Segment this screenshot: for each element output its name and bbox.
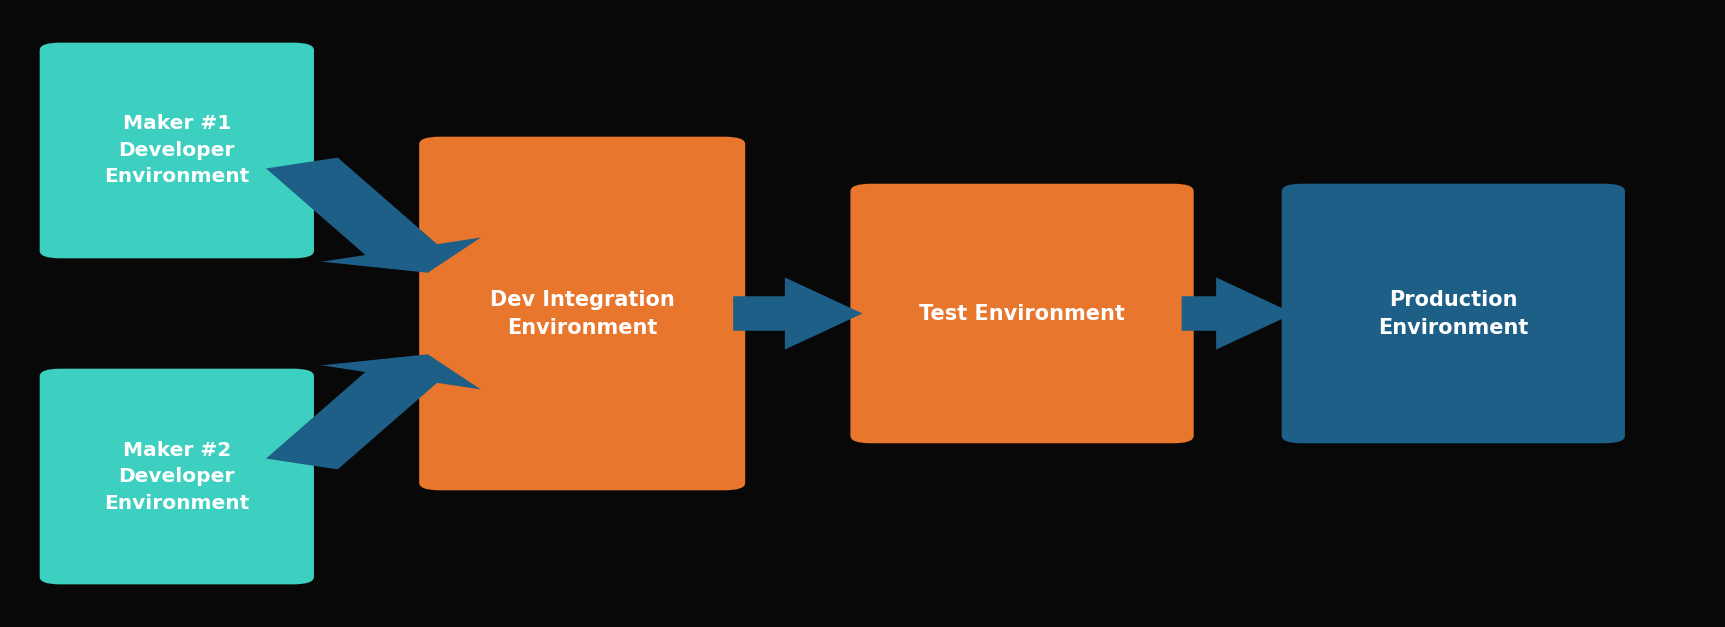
FancyBboxPatch shape — [40, 369, 314, 584]
Polygon shape — [1182, 277, 1294, 350]
Text: Dev Integration
Environment: Dev Integration Environment — [490, 290, 674, 337]
Text: Production
Environment: Production Environment — [1378, 290, 1528, 337]
FancyBboxPatch shape — [1282, 184, 1625, 443]
FancyBboxPatch shape — [850, 184, 1194, 443]
Polygon shape — [266, 354, 481, 470]
Polygon shape — [266, 157, 481, 273]
FancyBboxPatch shape — [40, 43, 314, 258]
Text: Test Environment: Test Environment — [919, 303, 1125, 324]
Text: Maker #1
Developer
Environment: Maker #1 Developer Environment — [104, 115, 250, 186]
Text: Maker #2
Developer
Environment: Maker #2 Developer Environment — [104, 441, 250, 512]
Polygon shape — [733, 277, 862, 350]
FancyBboxPatch shape — [419, 137, 745, 490]
